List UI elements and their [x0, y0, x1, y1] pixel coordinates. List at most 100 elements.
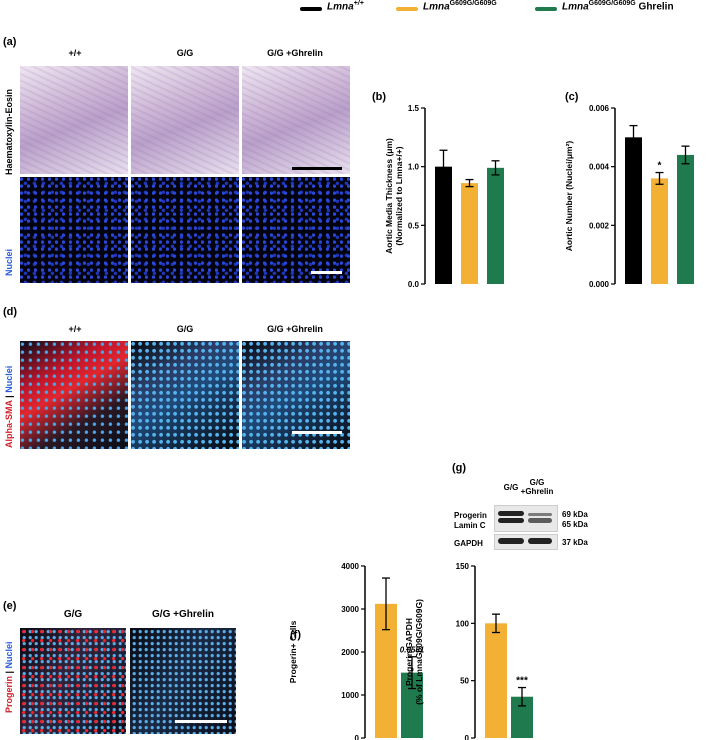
chart-c-annotation: *: [658, 161, 662, 172]
chart-g-bar: [485, 623, 507, 738]
chart-f-bar: [375, 603, 397, 738]
panel-d-col-3: G/G +Ghrelin: [267, 324, 323, 334]
micrograph-he-gg: [131, 66, 239, 174]
chart-f-ytick-label: 1000: [341, 691, 359, 700]
blot-lane-1: G/G: [503, 483, 519, 492]
blot-band-laminc-gg: [498, 518, 524, 523]
chart-b-ytick-label: 1.0: [408, 163, 420, 172]
panel-e-row-label-sep: |: [4, 668, 14, 676]
chart-c-bar: [677, 154, 694, 284]
micrograph-he-wt: [20, 66, 128, 174]
chart-c-ylabel: Aortic Number (Nuclei/μm²): [564, 141, 574, 252]
chart-g-ylabel: Progerin/GAPDH: [404, 618, 414, 686]
legend-wt-base: Lmna: [327, 1, 354, 13]
chart-f-ytick-label: 4000: [341, 562, 359, 571]
blot-band-gapdh-gg: [498, 538, 524, 544]
legend-label-ghr: LmnaG609G/G609G Ghrelin: [562, 0, 674, 12]
chart-g-ylabel2: (% of LmnaG609G/G609G): [414, 599, 424, 705]
panel-label-d: (d): [3, 306, 18, 318]
blot-lane-2: G/G +Ghrelin: [517, 478, 557, 496]
legend-wt-sup: +/+: [353, 0, 364, 7]
panel-e-row-label: Progerin | Nuclei: [4, 641, 14, 713]
legend-label-wt: Lmna+/+: [327, 0, 364, 12]
legend-swatch-wt: [300, 7, 322, 11]
panel-label-f: (f): [290, 629, 301, 641]
panel-label-c: (c): [565, 91, 579, 103]
panel-label-g: (g): [452, 462, 467, 474]
panel-a-col-1: +/+: [68, 48, 82, 58]
panel-label-b: (b): [372, 91, 386, 103]
panel-e-row-label-nuclei: Nuclei: [4, 641, 14, 669]
panel-d-row-label-nuclei: Nuclei: [4, 365, 14, 393]
chart-g-ytick-label: 150: [456, 562, 470, 571]
chart-b-bar: [461, 183, 478, 284]
chart-g-ytick-label: 0: [465, 734, 470, 740]
legend-label-gg: LmnaG609G/G609G: [423, 0, 497, 12]
blot-kda-progerin: 69 kDa: [562, 510, 588, 519]
micrograph-progerin-gg: [20, 628, 126, 734]
micrograph-sma-gg: [131, 341, 239, 449]
panel-label-a: (a): [3, 36, 17, 48]
chart-b-bar: [435, 166, 452, 284]
chart-f-ytick-label: 2000: [341, 648, 359, 657]
micrograph-nuclei-wt: [20, 177, 128, 283]
panel-a-col-2: G/G: [176, 48, 194, 58]
blot-band-label-gapdh: GAPDH: [454, 539, 483, 548]
micrograph-nuclei-gg: [131, 177, 239, 283]
panel-e-col-1: G/G: [63, 609, 83, 620]
panel-a-col-3: G/G +Ghrelin: [267, 48, 323, 58]
legend-gg-base: Lmna: [423, 1, 450, 13]
micrograph-sma-wt: [20, 341, 128, 449]
chart-g-ytick-label: 100: [456, 619, 470, 628]
chart-b-ytick-label: 1.5: [408, 104, 420, 113]
chart-b-ylabel: Aortic Media Thickness (μm): [384, 138, 394, 254]
blot-band-progerin-ghr: [528, 513, 552, 516]
chart-f-bar: [401, 672, 423, 738]
chart-c-ytick-label: 0.000: [589, 280, 610, 289]
micrograph-he-ghr: [242, 66, 350, 174]
micrograph-nuclei-ghr: [242, 177, 350, 283]
chart-b-bar: [487, 167, 504, 284]
panel-d-row-label: Alpha-SMA | Nuclei: [4, 366, 14, 448]
blot-lane-2-text: G/G +Ghrelin: [520, 478, 554, 496]
chart-b-ytick-label: 0.0: [408, 280, 420, 289]
chart-f-annotation: 0.0581: [400, 646, 425, 655]
chart-g-ytick-label: 50: [460, 677, 469, 686]
chart-f-ytick-label: 0: [355, 734, 360, 740]
scale-bar-progerin: [175, 720, 227, 723]
blot-band-label-laminc: Lamin C: [454, 521, 486, 530]
panel-label-e: (e): [3, 600, 17, 612]
chart-c-bar: [625, 137, 642, 284]
blot-band-laminc-ghr: [528, 518, 552, 523]
panel-d-row-label-sma: Alpha-SMA: [4, 400, 14, 448]
panel-a-row-label-he: Haematoxylin-Eosin: [4, 88, 14, 175]
blot-kda-laminc: 65 kDa: [562, 520, 588, 529]
panel-d-col-2: G/G: [176, 324, 194, 334]
chart-g-bar: [511, 696, 533, 738]
chart-c-ytick-label: 0.004: [589, 163, 610, 172]
panel-e-row-label-progerin: Progerin: [4, 675, 14, 713]
legend-swatch-ghr: [535, 7, 557, 11]
blot-band-label-progerin: Progerin: [454, 511, 487, 520]
blot-band-progerin-gg: [498, 511, 524, 516]
blot-kda-gapdh: 37 kDa: [562, 538, 588, 547]
panel-a-row-label-nuclei: Nuclei: [4, 248, 14, 276]
chart-f-ytick-label: 3000: [341, 605, 359, 614]
chart-g-annotation: ***: [516, 676, 528, 687]
panel-d-row-label-sep: |: [4, 392, 14, 401]
panel-d-col-1: +/+: [68, 324, 82, 334]
blot-band-gapdh-ghr: [528, 538, 552, 544]
chart-f-ylabel: Progerin+ Cells: [288, 620, 298, 683]
chart-c-bar: [651, 178, 668, 284]
legend-swatch-gg: [396, 7, 418, 11]
panel-e-col-2: G/G +Ghrelin: [152, 609, 214, 620]
legend-gg-sup: G609G/G609G: [449, 0, 497, 7]
legend-ghr-sup: G609G/G609G: [588, 0, 636, 7]
chart-b-ytick-label: 0.5: [408, 221, 420, 230]
chart-c-ytick-label: 0.006: [589, 104, 610, 113]
chart-c-ytick-label: 0.002: [589, 221, 610, 230]
legend-ghr-suffix: Ghrelin: [638, 1, 674, 13]
scale-bar-nuclei: [311, 271, 342, 274]
scale-bar-he: [292, 167, 342, 170]
scale-bar-sma: [292, 431, 342, 434]
